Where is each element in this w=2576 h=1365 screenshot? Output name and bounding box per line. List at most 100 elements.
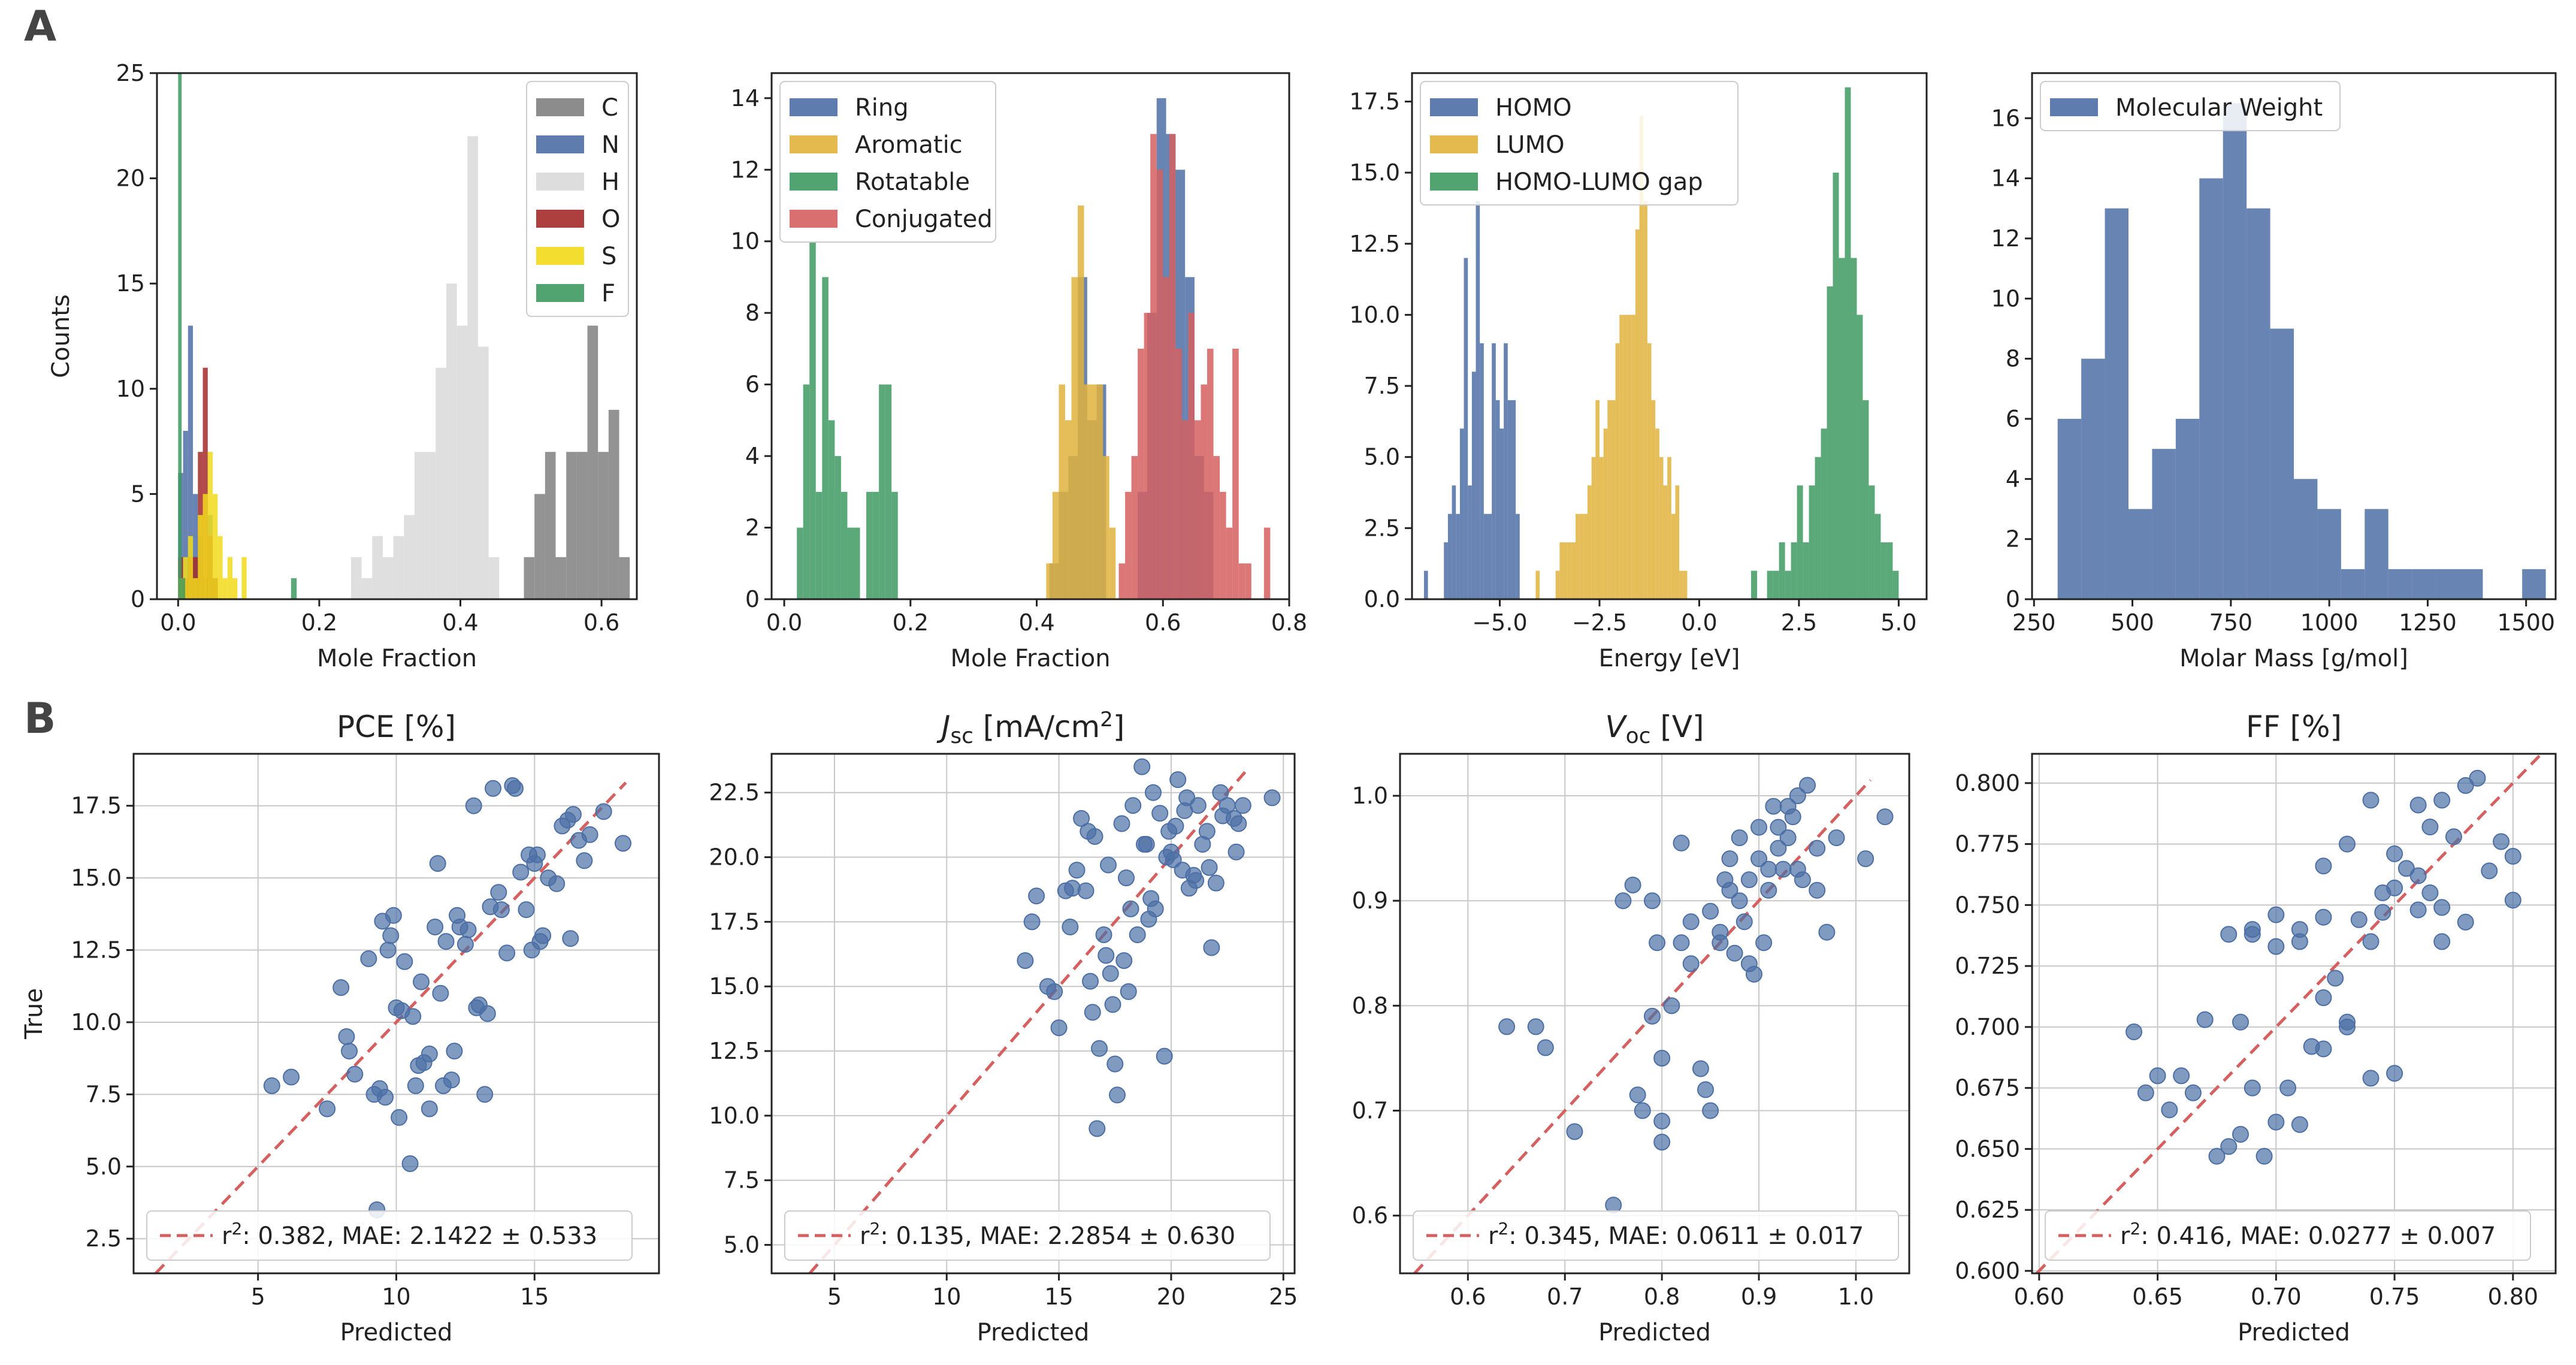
chart-8: 0.60 0.65 0.70 0.75 0.80 0.600 0.625 0.650 0.675…	[1955, 709, 2557, 1346]
scatter-point	[2374, 904, 2391, 921]
legend-swatch	[536, 247, 584, 265]
histogram-bar	[809, 241, 816, 599]
y-tick-label: 0.675	[1955, 1075, 2020, 1101]
scatter-point	[1682, 955, 1700, 973]
legend-label: Aromatic	[855, 131, 963, 159]
histogram-bar	[1615, 343, 1620, 599]
histogram-bar	[1751, 570, 1757, 599]
legend-swatch	[1430, 173, 1478, 191]
scatter-point	[548, 875, 566, 892]
x-tick-label: 0.8	[1271, 609, 1307, 636]
y-tick-label: 12	[1991, 225, 2020, 252]
plot-area	[808, 758, 1281, 1273]
scatter-point	[437, 933, 455, 950]
scatter-point	[1537, 1039, 1554, 1056]
x-tick-label: 0.4	[1018, 609, 1054, 636]
x-tick-label: 0.80	[2488, 1284, 2539, 1310]
scatter-point	[2208, 1147, 2226, 1165]
histogram-bar	[1767, 570, 1773, 599]
histogram-bar	[1090, 384, 1097, 599]
scatter-point	[1198, 823, 1216, 840]
histogram-bar	[1643, 201, 1647, 599]
y-tick-label: 0	[2006, 586, 2020, 612]
plot-area	[2036, 754, 2543, 1273]
histogram-bar	[1599, 457, 1604, 599]
histogram-bar	[1797, 485, 1803, 599]
histogram-bar	[477, 346, 489, 599]
histogram-bar	[1511, 400, 1516, 599]
histogram-bar	[213, 494, 218, 599]
plot-area	[155, 777, 631, 1273]
histogram-bar	[1423, 570, 1428, 599]
histogram-bar	[1201, 384, 1208, 599]
x-tick-label: 10	[932, 1284, 961, 1310]
x-tick-label: 0.4	[442, 609, 478, 636]
histogram-bar	[1880, 542, 1887, 599]
x-tick-label: 0.9	[1741, 1284, 1777, 1310]
histogram-bar	[1559, 542, 1564, 599]
scatter-point	[407, 1077, 424, 1094]
scatter-point	[1750, 819, 1768, 836]
histogram-bar	[1238, 563, 1245, 599]
legend-frame	[2045, 1210, 2531, 1261]
histogram-bar	[2435, 569, 2483, 599]
scatter-point	[1818, 923, 1836, 941]
histogram-bar	[545, 452, 556, 599]
x-tick-label: 1250	[2399, 609, 2457, 636]
scatter-point	[2386, 1065, 2403, 1082]
fit-line	[2036, 754, 2543, 1273]
scatter-point	[391, 1109, 408, 1126]
scatter-point	[1755, 934, 1773, 952]
axes-frame	[156, 72, 638, 600]
histogram-bar	[1059, 384, 1065, 599]
legend-swatch	[536, 135, 584, 153]
scatter-point	[2267, 1113, 2285, 1131]
y-tick-label: 0.775	[1955, 831, 2020, 857]
chart-7: 0.6 0.7 0.8 0.9 1.0 0.6 0.7 0.8 0.9 1.0 Predicted V…	[1352, 709, 1910, 1346]
x-tick-label: 5	[827, 1284, 842, 1310]
scatter-point	[404, 1008, 422, 1025]
y-tick-label: 20	[116, 165, 145, 192]
histogram-bar	[1131, 456, 1138, 599]
legend-frame	[1413, 1210, 1899, 1261]
histogram-bar	[2175, 418, 2200, 599]
histogram-bar	[1839, 258, 1845, 599]
histogram-bar	[193, 494, 198, 599]
histogram-bar	[1245, 563, 1251, 599]
histogram-bar	[446, 283, 457, 599]
y-tick-label: 7.5	[724, 1167, 760, 1194]
histogram-bar	[1671, 514, 1676, 599]
histogram-bar	[1071, 277, 1078, 599]
plot-area	[178, 73, 630, 599]
panel-label-b: B	[24, 694, 56, 743]
histogram-bar	[1603, 428, 1608, 599]
scatter-point	[1789, 860, 1806, 878]
legend-frame	[1420, 81, 1739, 206]
y-tick-label: 5.0	[724, 1232, 760, 1258]
chart-3: −5.0 −2.5 0.0 2.5 5.0 0.0 2.5 5.0 7.5 10.0 12.5 15.…	[1349, 72, 1928, 672]
x-axis-label: Energy [eV]	[1599, 645, 1740, 672]
histogram-bar	[1096, 384, 1103, 599]
scatter-point	[1682, 913, 1700, 931]
y-tick-label: 7.5	[1364, 373, 1400, 399]
chart-6: 5 10 15 20 25 5.0 7.5 10.0 12.5 15.0 17.5 20.0 22.5 P…	[709, 708, 1298, 1346]
histogram-bar	[198, 515, 203, 599]
x-tick-label: 0.0	[766, 609, 802, 636]
scatter-point	[1062, 919, 1079, 935]
histogram-bar	[1444, 542, 1448, 599]
x-tick-label: 750	[2209, 609, 2253, 636]
x-tick-label: 0.65	[2132, 1284, 2183, 1310]
histogram-bar	[847, 527, 860, 599]
y-tick-label: 0.600	[1955, 1258, 2020, 1284]
histogram-bar	[1459, 428, 1464, 599]
axes-frame	[1411, 72, 1928, 600]
histogram-bar	[619, 557, 630, 599]
histogram-bar	[598, 452, 609, 599]
scatter-point	[1129, 926, 1146, 943]
scatter-point	[1046, 983, 1063, 1000]
scatter-point	[1692, 1060, 1709, 1077]
histogram-bar	[1587, 485, 1592, 599]
histogram-bar	[1779, 542, 1785, 599]
scatter-point	[534, 927, 552, 944]
histogram-bar	[393, 536, 404, 599]
